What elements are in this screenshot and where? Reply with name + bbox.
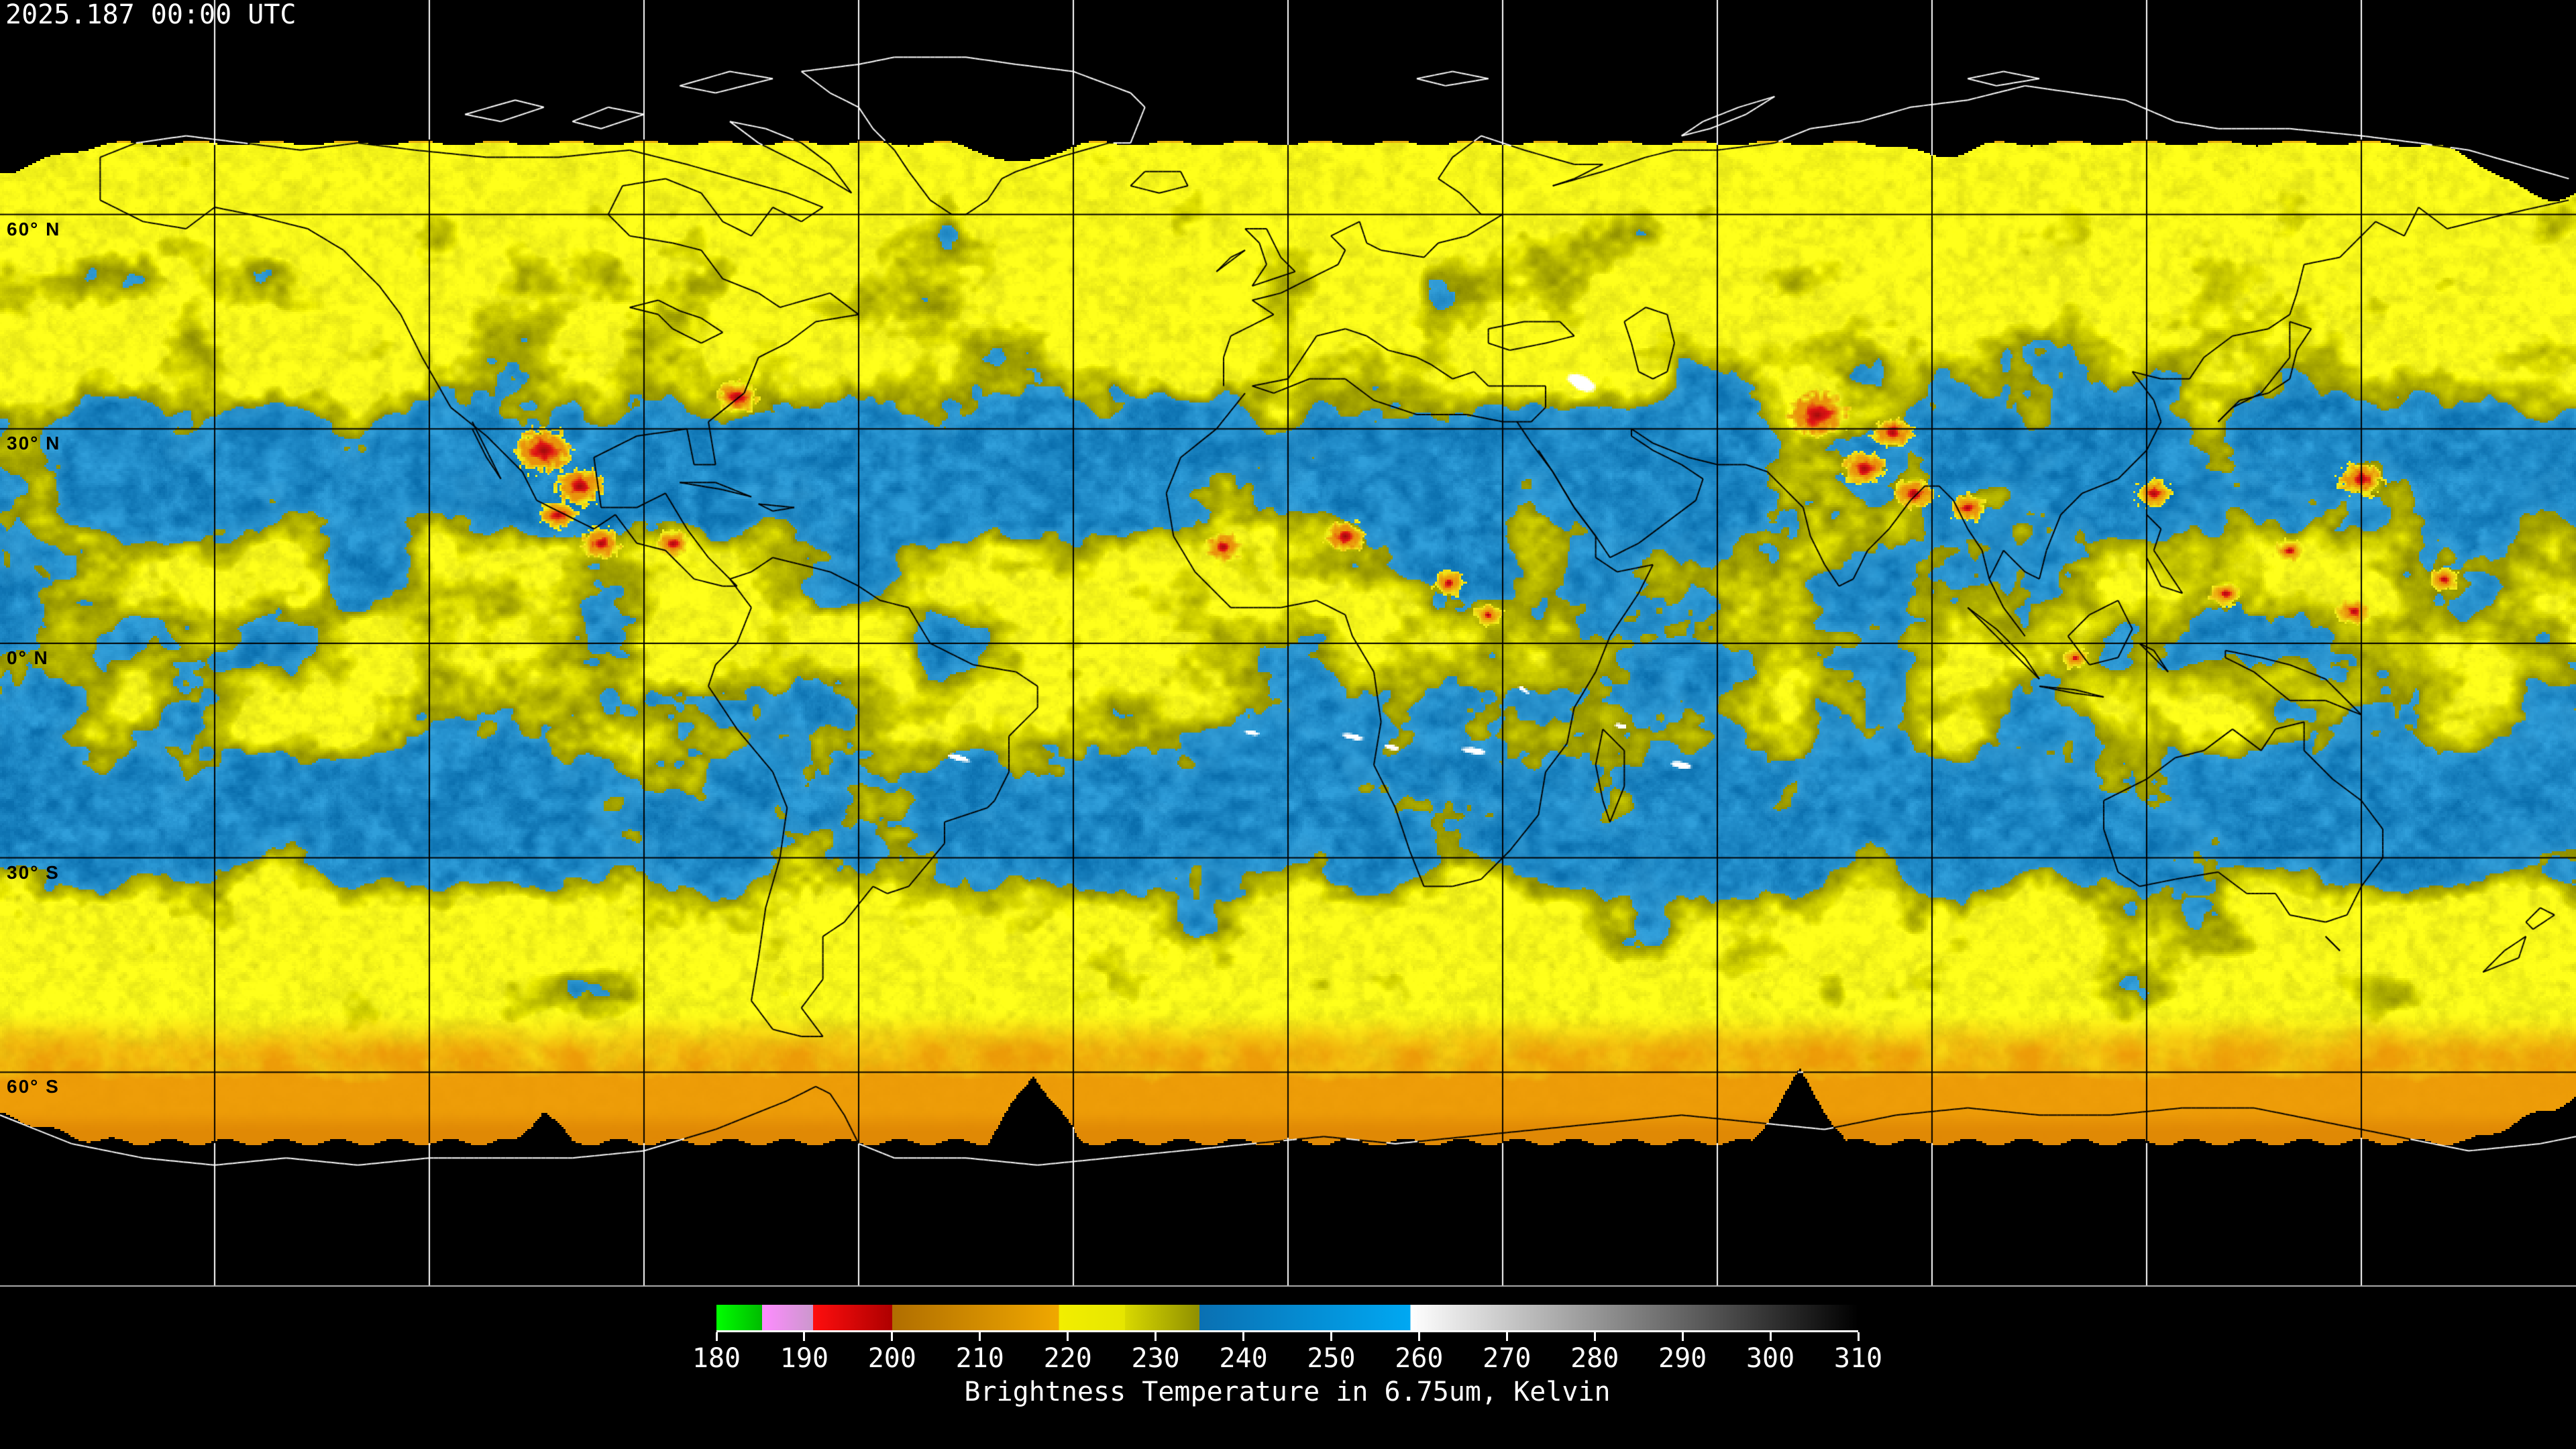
colorbar-tick-label: 200: [867, 1343, 916, 1374]
colorbar-tick: [1505, 1332, 1508, 1341]
colorbar-tick: [1681, 1332, 1684, 1341]
colorbar-tick: [1417, 1332, 1420, 1341]
colorbar-tick: [1769, 1332, 1772, 1341]
colorbar-axis-line: [716, 1330, 1858, 1332]
colorbar: 180 190 200 210 220 230 240 250 260 270 280 290 300 3…: [692, 1305, 1882, 1374]
latitude-label: 30° N: [7, 433, 61, 454]
colorbar-tick-label: 250: [1307, 1343, 1356, 1374]
colorbar-tick: [1593, 1332, 1596, 1341]
colorbar-tick-label: 180: [692, 1343, 741, 1374]
latitude-label: 0° N: [7, 647, 49, 668]
colorbar-tick: [1242, 1332, 1245, 1341]
colorbar-tick: [979, 1332, 981, 1341]
colorbar-title: Brightness Temperature in 6.75um, Kelvin: [964, 1377, 1611, 1407]
colorbar-tick-label: 190: [780, 1343, 829, 1374]
colorbar-tick: [1857, 1332, 1860, 1341]
colorbar-tick: [803, 1332, 806, 1341]
colorbar-tick: [1067, 1332, 1069, 1341]
colorbar-tick-label: 290: [1658, 1343, 1707, 1374]
colorbar-tick-label: 310: [1833, 1343, 1883, 1374]
colorbar-tick-label: 230: [1131, 1343, 1180, 1374]
colorbar-tick-label: 260: [1395, 1343, 1444, 1374]
latitude-label: 60° N: [7, 218, 61, 239]
colorbar-tick: [1155, 1332, 1157, 1341]
colorbar-tick-label: 300: [1746, 1343, 1795, 1374]
colorbar-tick: [715, 1332, 718, 1341]
colorbar-tick: [1330, 1332, 1332, 1341]
colorbar-tick-label: 280: [1570, 1343, 1619, 1374]
colorbar-gradient: [716, 1305, 1858, 1330]
latitude-label: 30° S: [7, 861, 60, 883]
colorbar-tick-label: 220: [1043, 1343, 1092, 1374]
colorbar-tick: [891, 1332, 894, 1341]
colorbar-tick-label: 210: [955, 1343, 1004, 1374]
latitude-label: 60° S: [7, 1076, 60, 1097]
colorbar-tick-label: 240: [1219, 1343, 1268, 1374]
colorbar-tick-label: 270: [1483, 1343, 1532, 1374]
timestamp: 2025.187 00:00 UTC: [5, 0, 297, 30]
